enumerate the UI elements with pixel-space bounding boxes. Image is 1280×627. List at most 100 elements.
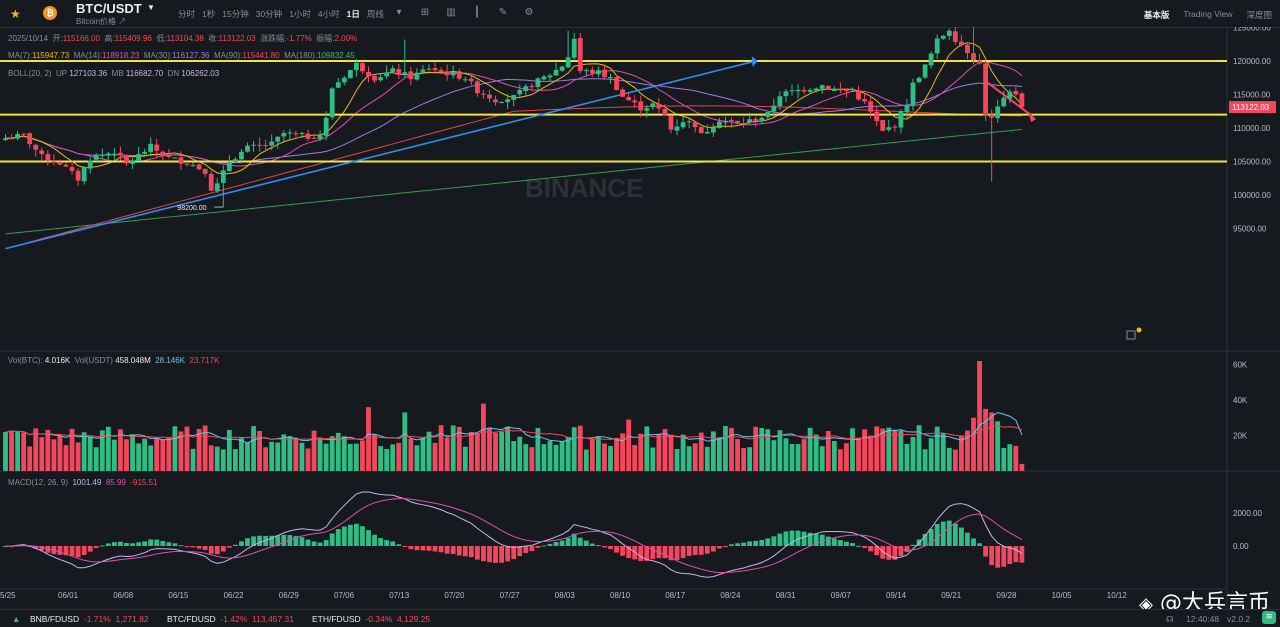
candle-body	[783, 91, 789, 97]
volume-bar	[753, 426, 759, 471]
macd-histogram-bar	[481, 546, 486, 562]
interval-tab-0[interactable]: 分时	[178, 9, 196, 19]
symbol-subtitle[interactable]: Bitcoin价格 ↗	[76, 17, 127, 26]
price-tick-label: 110000.00	[1233, 124, 1271, 133]
volume-bar	[698, 432, 704, 471]
macd-histogram-bar	[1019, 546, 1025, 563]
volume-bar	[390, 444, 396, 471]
macd-histogram-bar	[620, 546, 625, 556]
interval-tab-5[interactable]: 4小时	[317, 9, 340, 19]
candle-body	[698, 126, 704, 134]
volume-bar	[414, 445, 420, 471]
ticker-bnb[interactable]: BNB/FDUSD -1.71% 1,271.82	[30, 614, 149, 624]
interval-tab-7[interactable]: 周线	[366, 9, 384, 19]
macd-histogram-bar	[880, 546, 886, 559]
candle-body	[166, 155, 172, 157]
headset-icon[interactable]: ☊	[1166, 614, 1174, 624]
macd-histogram-bar	[408, 546, 414, 550]
chart-type-icon[interactable]: ▥	[446, 7, 456, 18]
macd-histogram-bar	[717, 546, 722, 549]
volume-bar	[783, 438, 789, 471]
volume-bar	[735, 439, 740, 471]
volume-bar	[626, 419, 632, 471]
ticker-btc[interactable]: BTC/FDUSD -1.42% 113,457.31	[167, 614, 294, 624]
candle-body	[723, 120, 728, 123]
volume-bar	[571, 427, 577, 471]
volume-bar	[93, 447, 99, 471]
volume-bar	[27, 446, 33, 471]
drawing-tools-icon[interactable]: ✎	[498, 7, 508, 18]
volume-bar	[771, 440, 777, 471]
candle-body	[354, 62, 359, 71]
macd-histogram-bar	[275, 535, 281, 546]
price-chart[interactable]: BINANCE126199.6398200.0095000.00100000.0…	[0, 27, 1280, 609]
macd-histogram-bar	[462, 546, 468, 557]
view-tab-1[interactable]: Trading View	[1183, 9, 1233, 19]
low-price-label: 98200.00	[177, 205, 206, 212]
volume-bar	[432, 442, 438, 471]
macd-histogram-bar	[644, 546, 650, 561]
macd-histogram-bar	[305, 539, 311, 546]
symbol-dropdown-icon[interactable]: ▼	[147, 3, 155, 12]
candle-body	[868, 101, 874, 112]
candle-body	[1019, 93, 1025, 108]
ticker-btc-price: 113,457.31	[252, 614, 294, 624]
view-tab-0[interactable]: 基本版	[1143, 10, 1170, 20]
view-tab-2[interactable]: 深度图	[1246, 10, 1272, 20]
volume-legend: Vol(BTC): 4.016K Vol(USDT) 458.048M 28.1…	[8, 356, 219, 365]
macd-histogram-bar	[783, 531, 789, 546]
candle-body	[771, 105, 777, 112]
macd-histogram-bar	[831, 538, 837, 546]
volume-bar	[723, 426, 728, 471]
open-value: 115166.00	[62, 34, 100, 43]
volume-bar	[305, 448, 311, 471]
macd-histogram-bar	[354, 523, 359, 546]
boll-mb-label: MB	[111, 69, 124, 78]
candles-icon[interactable]: ┃	[473, 7, 481, 18]
symbol-title[interactable]: BTC/USDT	[76, 1, 142, 16]
indicators-icon[interactable]: ⊞	[420, 7, 430, 18]
volume-bar	[844, 443, 849, 471]
candle-body	[196, 164, 202, 170]
more-intervals-icon[interactable]: ▾	[396, 7, 402, 18]
macd-histogram-bar	[753, 540, 759, 546]
candle-body	[408, 71, 414, 80]
macd-histogram-bar	[807, 532, 813, 546]
volume-bar	[856, 437, 861, 471]
macd-histogram-bar	[940, 521, 946, 546]
favorite-star-icon[interactable]: ★	[10, 7, 21, 21]
interval-tab-2[interactable]: 15分钟	[222, 9, 249, 19]
bitcoin-logo-icon: ₿	[43, 6, 57, 20]
interval-tab-4[interactable]: 1小时	[289, 9, 311, 19]
volume-bar	[33, 428, 39, 471]
macd-dea-line	[5, 498, 1023, 573]
candle-body	[154, 144, 160, 151]
volume-bar	[257, 430, 262, 471]
vol-btc-value: 4.016K	[44, 356, 71, 365]
macd-histogram-bar	[130, 543, 135, 546]
date-tick-label: 09/21	[941, 591, 962, 600]
candle-body	[245, 145, 250, 152]
volume-bar	[541, 444, 547, 471]
candle-body	[499, 101, 504, 103]
candle-body	[535, 78, 541, 87]
boll-mb-value: 116682.70	[125, 69, 164, 78]
volume-bar	[819, 446, 825, 471]
ma7-label: MA(7):	[8, 51, 32, 60]
wifi-icon[interactable]: ≋	[1262, 611, 1276, 624]
candle-body	[402, 72, 408, 76]
candle-body	[99, 154, 105, 156]
price-tick-label: 95000.00	[1233, 225, 1267, 234]
candle-body	[93, 155, 99, 160]
candle-body	[940, 35, 946, 39]
interval-tab-6[interactable]: 1日	[346, 9, 360, 19]
macd-histogram-bar	[771, 536, 777, 546]
macd-histogram-bar	[390, 541, 396, 546]
candle-body	[916, 77, 922, 83]
interval-tab-1[interactable]: 1秒	[202, 9, 216, 19]
interval-tab-3[interactable]: 30分钟	[255, 9, 283, 19]
macd-histogram-bar	[341, 526, 347, 546]
macd-histogram-bar	[517, 546, 523, 557]
ticker-eth[interactable]: ETH/FDUSD -0.34% 4,129.25	[312, 614, 430, 624]
settings-gear-icon[interactable]: ⚙	[524, 7, 534, 18]
